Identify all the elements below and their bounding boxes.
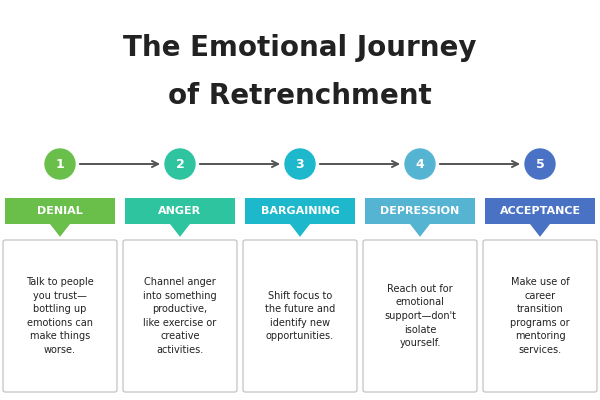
Text: DEPRESSION: DEPRESSION	[380, 206, 460, 216]
Polygon shape	[530, 224, 550, 237]
Circle shape	[525, 149, 555, 179]
Text: BARGAINING: BARGAINING	[260, 206, 340, 216]
FancyBboxPatch shape	[123, 240, 237, 392]
FancyBboxPatch shape	[3, 240, 117, 392]
FancyBboxPatch shape	[485, 198, 595, 224]
Text: of Retrenchment: of Retrenchment	[168, 82, 432, 110]
Text: ACCEPTANCE: ACCEPTANCE	[499, 206, 581, 216]
Text: 2: 2	[176, 158, 184, 170]
Text: Shift focus to
the future and
identify new
opportunities.: Shift focus to the future and identify n…	[265, 290, 335, 342]
Circle shape	[45, 149, 75, 179]
Text: 4: 4	[416, 158, 424, 170]
Text: 5: 5	[536, 158, 544, 170]
Text: DENIAL: DENIAL	[37, 206, 83, 216]
FancyBboxPatch shape	[5, 198, 115, 224]
Text: The Emotional Journey: The Emotional Journey	[123, 34, 477, 62]
FancyBboxPatch shape	[243, 240, 357, 392]
Text: Make use of
career
transition
programs or
mentoring
services.: Make use of career transition programs o…	[510, 277, 570, 355]
Circle shape	[405, 149, 435, 179]
FancyBboxPatch shape	[363, 240, 477, 392]
FancyBboxPatch shape	[245, 198, 355, 224]
Circle shape	[165, 149, 195, 179]
FancyBboxPatch shape	[125, 198, 235, 224]
Text: ANGER: ANGER	[158, 206, 202, 216]
Polygon shape	[170, 224, 190, 237]
Polygon shape	[410, 224, 430, 237]
FancyBboxPatch shape	[365, 198, 475, 224]
Text: 3: 3	[296, 158, 304, 170]
FancyBboxPatch shape	[483, 240, 597, 392]
Text: Talk to people
you trust—
bottling up
emotions can
make things
worse.: Talk to people you trust— bottling up em…	[26, 277, 94, 355]
Text: 1: 1	[56, 158, 64, 170]
Polygon shape	[50, 224, 70, 237]
Polygon shape	[290, 224, 310, 237]
Text: Channel anger
into something
productive,
like exercise or
creative
activities.: Channel anger into something productive,…	[143, 277, 217, 355]
Text: Reach out for
emotional
support—don't
isolate
yourself.: Reach out for emotional support—don't is…	[384, 284, 456, 348]
Circle shape	[285, 149, 315, 179]
